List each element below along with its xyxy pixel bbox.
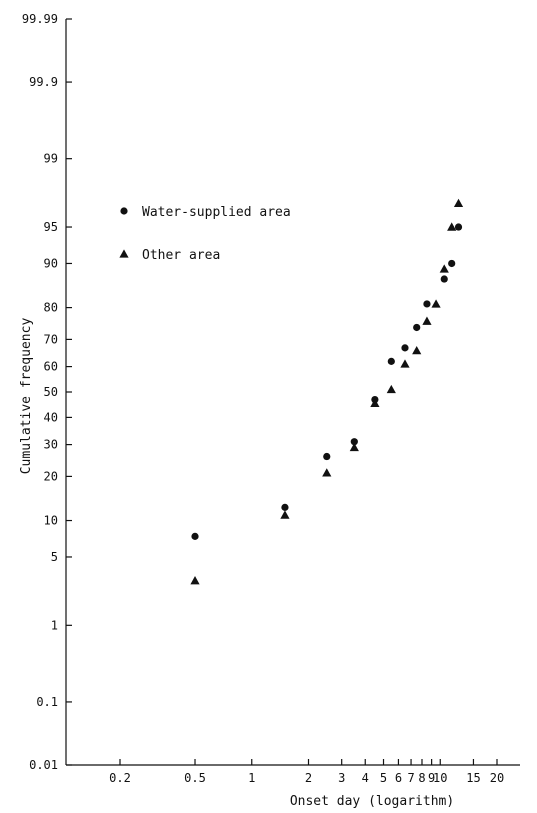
y-tick-label: 0.01	[29, 758, 58, 772]
x-tick-label: 6	[395, 771, 402, 785]
y-tick-label: 99.9	[29, 75, 58, 89]
data-point-triangle	[453, 198, 464, 208]
data-point-triangle	[280, 510, 290, 519]
y-axis-label: Cumulative frequency	[19, 318, 34, 475]
legend-label: Water-supplied area	[142, 205, 291, 220]
x-tick-label: 7	[407, 771, 414, 785]
y-tick-label: 30	[44, 438, 58, 452]
x-axis-ticks: 0.2 0.5 1 2 3 4 5 6 7 8 910 15 20	[109, 759, 504, 785]
x-tick-label: 1	[248, 771, 255, 785]
data-point-triangle	[190, 576, 200, 585]
legend: Water-supplied area Other area	[119, 205, 291, 263]
x-tick-label: 10	[433, 771, 447, 785]
data-point-circle	[323, 452, 331, 461]
legend-label: Other area	[142, 248, 220, 263]
data-point-circle	[413, 323, 421, 332]
legend-marker-triangle	[119, 249, 129, 258]
data-point-triangle	[431, 299, 441, 308]
data-point-circle	[454, 223, 463, 231]
data-point-circle	[448, 259, 456, 268]
data-point-triangle	[322, 468, 332, 477]
data-point-triangle	[386, 384, 396, 394]
data-point-triangle	[370, 398, 380, 408]
x-tick-label: 20	[490, 771, 504, 785]
x-axis-label: Onset day (logarithm)	[290, 794, 454, 809]
data-points	[190, 198, 464, 585]
y-tick-label: 99	[44, 152, 58, 166]
data-point-circle	[401, 344, 409, 352]
y-tick-label: 0.1	[36, 695, 58, 709]
data-point-triangle	[400, 359, 410, 368]
x-tick-label: 3	[338, 771, 345, 785]
y-tick-label: 99.99	[22, 12, 58, 26]
y-tick-label: 70	[44, 332, 58, 346]
data-point-triangle	[447, 222, 457, 231]
data-point-circle	[191, 532, 199, 540]
y-tick-label: 90	[44, 256, 58, 270]
series-water-supplied	[191, 223, 463, 540]
y-tick-label: 80	[44, 301, 58, 315]
data-point-triangle	[439, 264, 449, 273]
y-tick-label: 50	[44, 385, 58, 399]
data-point-circle	[423, 300, 431, 308]
y-tick-label: 20	[44, 469, 58, 483]
x-tick-label: 0.5	[184, 771, 206, 785]
data-point-circle	[281, 503, 289, 511]
data-point-circle	[387, 357, 395, 365]
axes	[65, 19, 520, 766]
y-tick-label: 1	[51, 618, 58, 632]
x-tick-label: 2	[305, 771, 312, 785]
data-point-circle	[350, 438, 358, 446]
y-tick-label: 5	[51, 550, 58, 564]
y-axis-ticks: 0.01 0.1 1 5 10 20 30 40 50 60 70 80 90 95 99 99.9 99.99	[22, 12, 72, 772]
x-tick-label: 5	[380, 771, 387, 785]
data-point-circle	[440, 275, 448, 283]
y-tick-label: 40	[44, 410, 58, 424]
y-tick-label: 10	[44, 514, 58, 528]
data-point-triangle	[349, 442, 359, 452]
data-point-triangle	[412, 346, 422, 355]
data-point-triangle	[422, 316, 432, 325]
series-other-area	[190, 198, 464, 585]
x-tick-label: 4	[362, 771, 369, 785]
x-tick-label: 15	[466, 771, 480, 785]
x-tick-label: 9	[428, 771, 435, 785]
y-tick-label: 95	[44, 220, 58, 234]
x-tick-label: 0.2	[109, 771, 131, 785]
legend-marker-circle	[120, 207, 128, 215]
x-tick-label: 8	[418, 771, 425, 785]
y-tick-label: 60	[44, 360, 58, 374]
